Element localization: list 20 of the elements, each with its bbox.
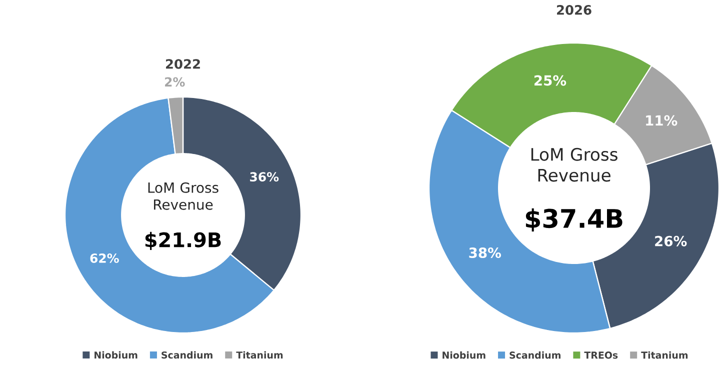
- chart-title: 2026: [557, 5, 592, 15]
- legend-label: Titanium: [641, 351, 688, 359]
- text: $37.4B: [526, 208, 622, 232]
- legend-label: Scandium: [510, 351, 560, 359]
- legend-label: Niobium: [442, 351, 486, 359]
- data-label: 2%: [165, 77, 185, 87]
- legend-label: Niobium: [94, 351, 138, 359]
- data-label: 25%: [534, 75, 566, 86]
- legend-label: Titanium: [236, 351, 283, 359]
- chart-title: 2022: [166, 59, 200, 69]
- legend-label: TREOs: [584, 352, 618, 359]
- data-label: 38%: [469, 248, 501, 258]
- data-label: 36%: [250, 172, 279, 182]
- data-label: 26%: [655, 236, 687, 246]
- data-label: 11%: [646, 115, 678, 126]
- text: LoM Gross Revenue: [531, 148, 618, 182]
- text: $21.9B: [145, 232, 221, 250]
- legend-label: Scandium: [162, 351, 212, 359]
- text: LoM Gross Revenue: [148, 182, 218, 210]
- data-label: 62%: [90, 253, 119, 263]
